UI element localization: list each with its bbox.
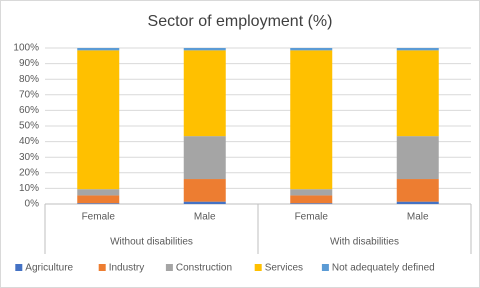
legend-swatch xyxy=(15,264,23,271)
legend-label: Agriculture xyxy=(25,263,73,274)
bar-segment xyxy=(183,179,226,202)
y-tick-label: 20% xyxy=(19,167,39,178)
legend-swatch xyxy=(254,264,262,271)
chart-title: Sector of employment (%) xyxy=(148,13,333,30)
y-tick-label: 60% xyxy=(19,105,39,116)
x-tick-label: Male xyxy=(194,212,216,223)
x-tick-label: Male xyxy=(407,212,429,223)
bar-segment xyxy=(396,201,439,204)
bar-segment xyxy=(183,50,226,137)
bar-segment xyxy=(290,50,333,190)
group-label: With disabilities xyxy=(330,237,399,248)
bar-segment xyxy=(290,195,333,204)
y-tick-label: 40% xyxy=(19,136,39,147)
bar-segment xyxy=(183,201,226,204)
legend-swatch xyxy=(165,264,173,271)
y-tick-label: 100% xyxy=(13,43,39,54)
x-tick-label: Female xyxy=(82,212,116,223)
bar-segment xyxy=(396,136,439,180)
bar-segment xyxy=(396,48,439,51)
bar-segment xyxy=(396,179,439,202)
bar-segment xyxy=(77,203,120,204)
legend-swatch xyxy=(321,264,329,271)
y-tick-label: 10% xyxy=(19,183,39,194)
legend-label: Industry xyxy=(109,263,145,274)
y-tick-label: 90% xyxy=(19,58,39,69)
y-tick-label: 80% xyxy=(19,74,39,85)
bar-segment xyxy=(77,189,120,196)
bar-segment xyxy=(77,48,120,51)
bar-segment xyxy=(77,50,120,190)
bar-segment xyxy=(183,136,226,180)
bar-segment xyxy=(183,48,226,51)
bar-segment xyxy=(290,189,333,196)
bar-segment xyxy=(290,203,333,204)
bar-segment xyxy=(396,50,439,137)
bar-segment xyxy=(77,195,120,204)
legend-label: Construction xyxy=(176,263,232,274)
y-tick-label: 0% xyxy=(25,199,40,210)
y-tick-label: 50% xyxy=(19,121,39,132)
y-tick-label: 70% xyxy=(19,89,39,100)
x-tick-label: Female xyxy=(295,212,329,223)
legend-label: Services xyxy=(265,263,303,274)
bar-segment xyxy=(290,48,333,51)
legend-label: Not adequately defined xyxy=(332,263,435,274)
legend-swatch xyxy=(98,264,106,271)
group-label: Without disabilities xyxy=(110,237,193,248)
y-tick-label: 30% xyxy=(19,152,39,163)
